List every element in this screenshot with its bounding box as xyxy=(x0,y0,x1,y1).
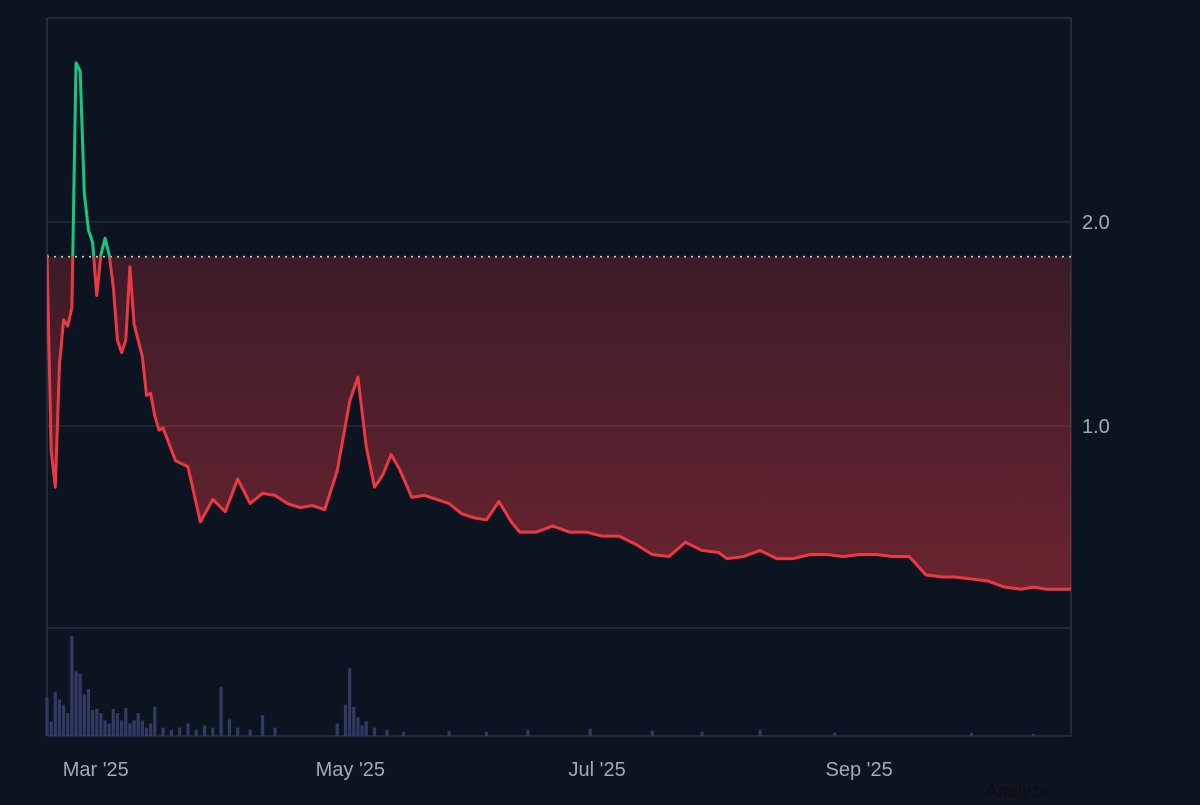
volume-bar xyxy=(140,720,144,736)
volume-bar xyxy=(260,715,265,736)
volume-bar xyxy=(178,727,182,736)
volume-bar xyxy=(833,732,837,736)
x-tick-label: Sep '25 xyxy=(826,759,893,781)
volume-bar xyxy=(219,687,223,736)
volume-bar xyxy=(248,729,252,736)
volume-bar xyxy=(86,689,91,736)
x-tick-label: May '25 xyxy=(316,759,385,781)
volume-bar xyxy=(132,720,136,736)
volume-bar xyxy=(484,731,489,736)
volume-bar xyxy=(211,727,215,736)
volume-bar xyxy=(78,673,82,736)
volume-bar xyxy=(202,725,207,736)
volume-bar xyxy=(969,732,974,736)
volume-bar xyxy=(111,708,115,736)
volume-bar xyxy=(95,708,99,736)
volume-bar xyxy=(99,713,103,736)
volume-bar xyxy=(273,727,277,736)
volume-bar xyxy=(49,721,53,736)
x-tick-label: Jul '25 xyxy=(569,759,626,781)
volume-bar xyxy=(526,729,530,736)
volume-bar xyxy=(82,694,86,736)
volume-bar xyxy=(335,723,339,736)
volume-bar xyxy=(348,668,352,736)
volume-bar xyxy=(61,704,66,736)
volume-bar xyxy=(343,704,348,736)
volume-bar xyxy=(57,699,62,736)
volume-bar xyxy=(758,729,762,736)
volume-bar xyxy=(1032,733,1036,736)
volume-bar xyxy=(74,671,78,736)
volume-bar xyxy=(352,706,356,736)
volume-bar xyxy=(447,730,451,736)
volume-bar xyxy=(372,727,377,736)
volume-bar xyxy=(70,636,74,736)
analyze-button[interactable]: Analyze xyxy=(986,781,1051,801)
y-tick-label: 1.0 xyxy=(1082,416,1110,438)
volume-bar xyxy=(66,713,70,736)
volume-bar xyxy=(364,721,368,736)
volume-bar xyxy=(124,707,128,736)
volume-bar xyxy=(144,727,149,736)
volume-bar xyxy=(401,731,406,736)
volume-bar xyxy=(227,719,232,736)
volume-bar xyxy=(356,717,360,736)
volume-bar xyxy=(360,725,364,736)
volume-bar xyxy=(186,723,190,736)
volume-bar xyxy=(588,728,592,736)
volume-bar xyxy=(161,727,165,736)
volume-bar xyxy=(115,713,120,736)
volume-bar xyxy=(169,729,173,736)
y-tick-label: 2.0 xyxy=(1082,212,1110,234)
x-tick-label: Mar '25 xyxy=(63,759,129,781)
volume-bar xyxy=(385,729,389,736)
volume-bar xyxy=(136,713,140,736)
volume-bar xyxy=(153,706,157,736)
volume-bar xyxy=(128,723,132,736)
volume-bar xyxy=(45,697,49,736)
volume-bar xyxy=(149,723,153,736)
volume-bar xyxy=(236,727,240,736)
volume-bar xyxy=(107,723,111,736)
volume-bar xyxy=(103,720,107,736)
volume-bar xyxy=(700,731,704,736)
volume-bar xyxy=(650,730,654,736)
price-line-below xyxy=(47,256,1071,591)
volume-bar xyxy=(91,709,95,736)
volume-bar xyxy=(194,729,198,736)
area-below-reference xyxy=(47,256,1071,590)
volume-bar xyxy=(120,720,124,736)
volume-bar xyxy=(53,692,57,736)
